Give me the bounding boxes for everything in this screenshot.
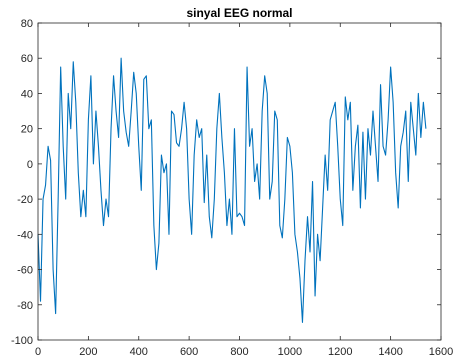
y-tick-label: 80 bbox=[21, 18, 33, 30]
y-tick-label: -100 bbox=[11, 335, 33, 347]
plot-area bbox=[38, 23, 441, 340]
y-tick-label: 40 bbox=[21, 88, 33, 100]
y-tick-label: -60 bbox=[17, 265, 33, 277]
x-tick-label: 1400 bbox=[378, 346, 402, 358]
x-tick-label: 400 bbox=[130, 346, 148, 358]
y-tick-label: 0 bbox=[27, 159, 33, 171]
x-tick-label: 1000 bbox=[278, 346, 302, 358]
x-tick-label: 800 bbox=[230, 346, 248, 358]
series-line bbox=[37, 57, 427, 323]
x-tick-label: 600 bbox=[180, 346, 198, 358]
y-axis: -100 -80 -60 -40 -20 0 20 40 60 80 bbox=[11, 18, 441, 347]
x-tick-label: 200 bbox=[79, 346, 97, 358]
y-tick-label: -20 bbox=[17, 194, 33, 206]
y-tick-label: 20 bbox=[21, 124, 33, 136]
x-tick-label: 1200 bbox=[328, 346, 352, 358]
x-tick-label: 0 bbox=[35, 346, 41, 358]
y-tick-label: -40 bbox=[17, 229, 33, 241]
chart-title: sinyal EEG normal bbox=[186, 6, 292, 20]
y-tick-label: 60 bbox=[21, 53, 33, 65]
y-tick-label: -80 bbox=[17, 300, 33, 312]
x-tick-label: 1600 bbox=[429, 346, 453, 358]
series-layer bbox=[37, 57, 427, 323]
x-axis: 0 200 400 600 800 1000 1200 1400 1600 bbox=[35, 23, 453, 358]
